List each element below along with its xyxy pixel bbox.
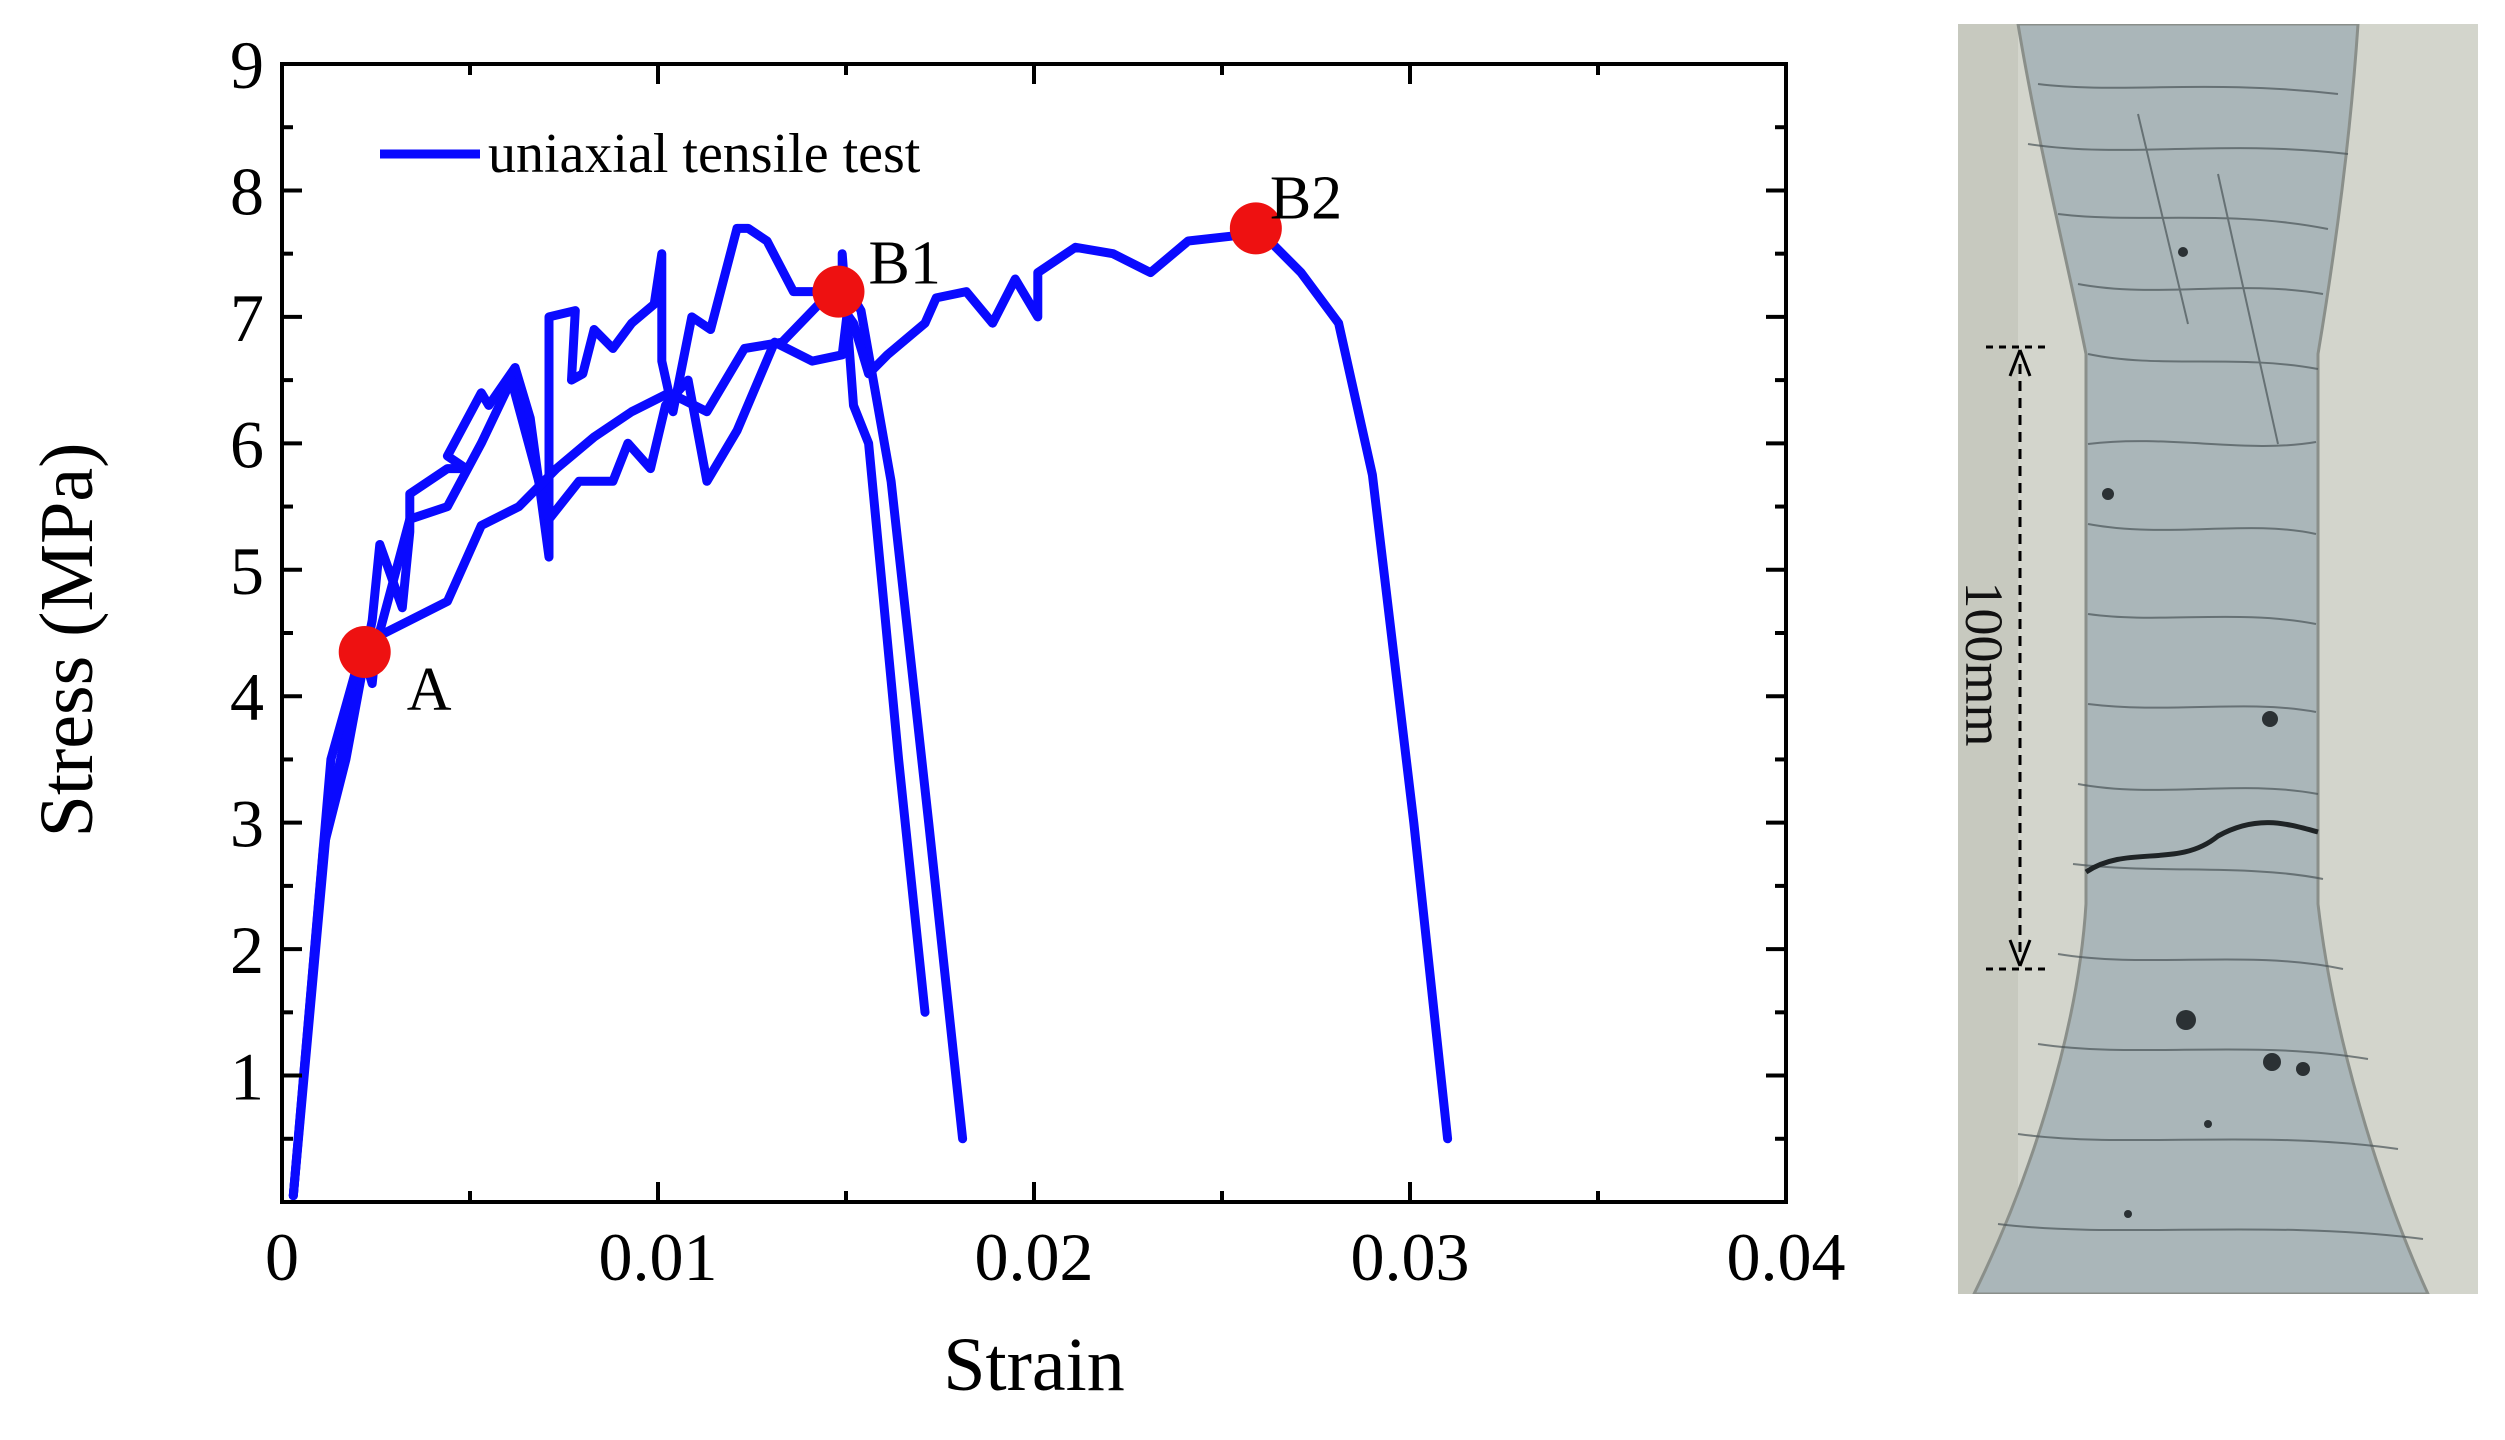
marked-points: A B1 B2	[338, 164, 1342, 724]
legend-label: uniaxial tensile test	[488, 123, 921, 185]
dogbone-specimen	[1972, 24, 2430, 1294]
x-tick-label: 0.03	[1351, 1219, 1470, 1295]
y-axis-label: Stress (MPa)	[25, 443, 109, 838]
point-b2-label: B2	[1270, 164, 1342, 232]
x-tick-label: 0.02	[975, 1219, 1094, 1295]
y-tick-label: 5	[230, 533, 264, 609]
x-tick-label: 0	[265, 1219, 299, 1295]
main-crack	[2084, 820, 2319, 875]
stress-strain-chart: 0 0.01 0.02 0.03 0.04 1 2 3 4 5 6 7 8 9 A B1 B2 uniaxia…	[25, 27, 1846, 1407]
point-b1-label: B1	[868, 230, 940, 298]
photo-left-shade	[1958, 24, 2018, 1294]
plot-frame	[280, 62, 1788, 1204]
gauge-length-marker	[1986, 345, 2048, 971]
gauge-length-label: 100mm	[1958, 581, 2014, 746]
x-tick-label: 0.04	[1727, 1219, 1846, 1295]
y-tick-label: 1	[230, 1039, 264, 1115]
surface-pores	[2102, 247, 2310, 1218]
y-tick-label: 4	[230, 659, 264, 735]
specimen-photo: 100mm	[1958, 24, 2478, 1294]
series-line-1	[288, 223, 930, 1201]
point-b1-marker	[812, 265, 865, 318]
y-tick-label: 6	[230, 406, 264, 482]
point-a-label: A	[407, 656, 452, 724]
y-tick-label: 9	[230, 27, 264, 103]
legend: uniaxial tensile test	[380, 123, 921, 185]
y-tick-label: 3	[230, 786, 264, 862]
point-b2-marker	[1229, 202, 1282, 255]
y-tick-label: 8	[230, 153, 264, 229]
crack-lines	[1997, 83, 2424, 1240]
x-tick-label: 0.01	[599, 1219, 718, 1295]
axis-ticks: 0 0.01 0.02 0.03 0.04 1 2 3 4 5 6 7 8 9	[230, 27, 1846, 1295]
plot-layer	[288, 223, 1453, 1201]
y-tick-label: 2	[230, 912, 264, 988]
y-tick-label: 7	[230, 280, 264, 356]
x-axis-label: Strain	[943, 1323, 1125, 1407]
point-a-marker	[338, 625, 391, 678]
